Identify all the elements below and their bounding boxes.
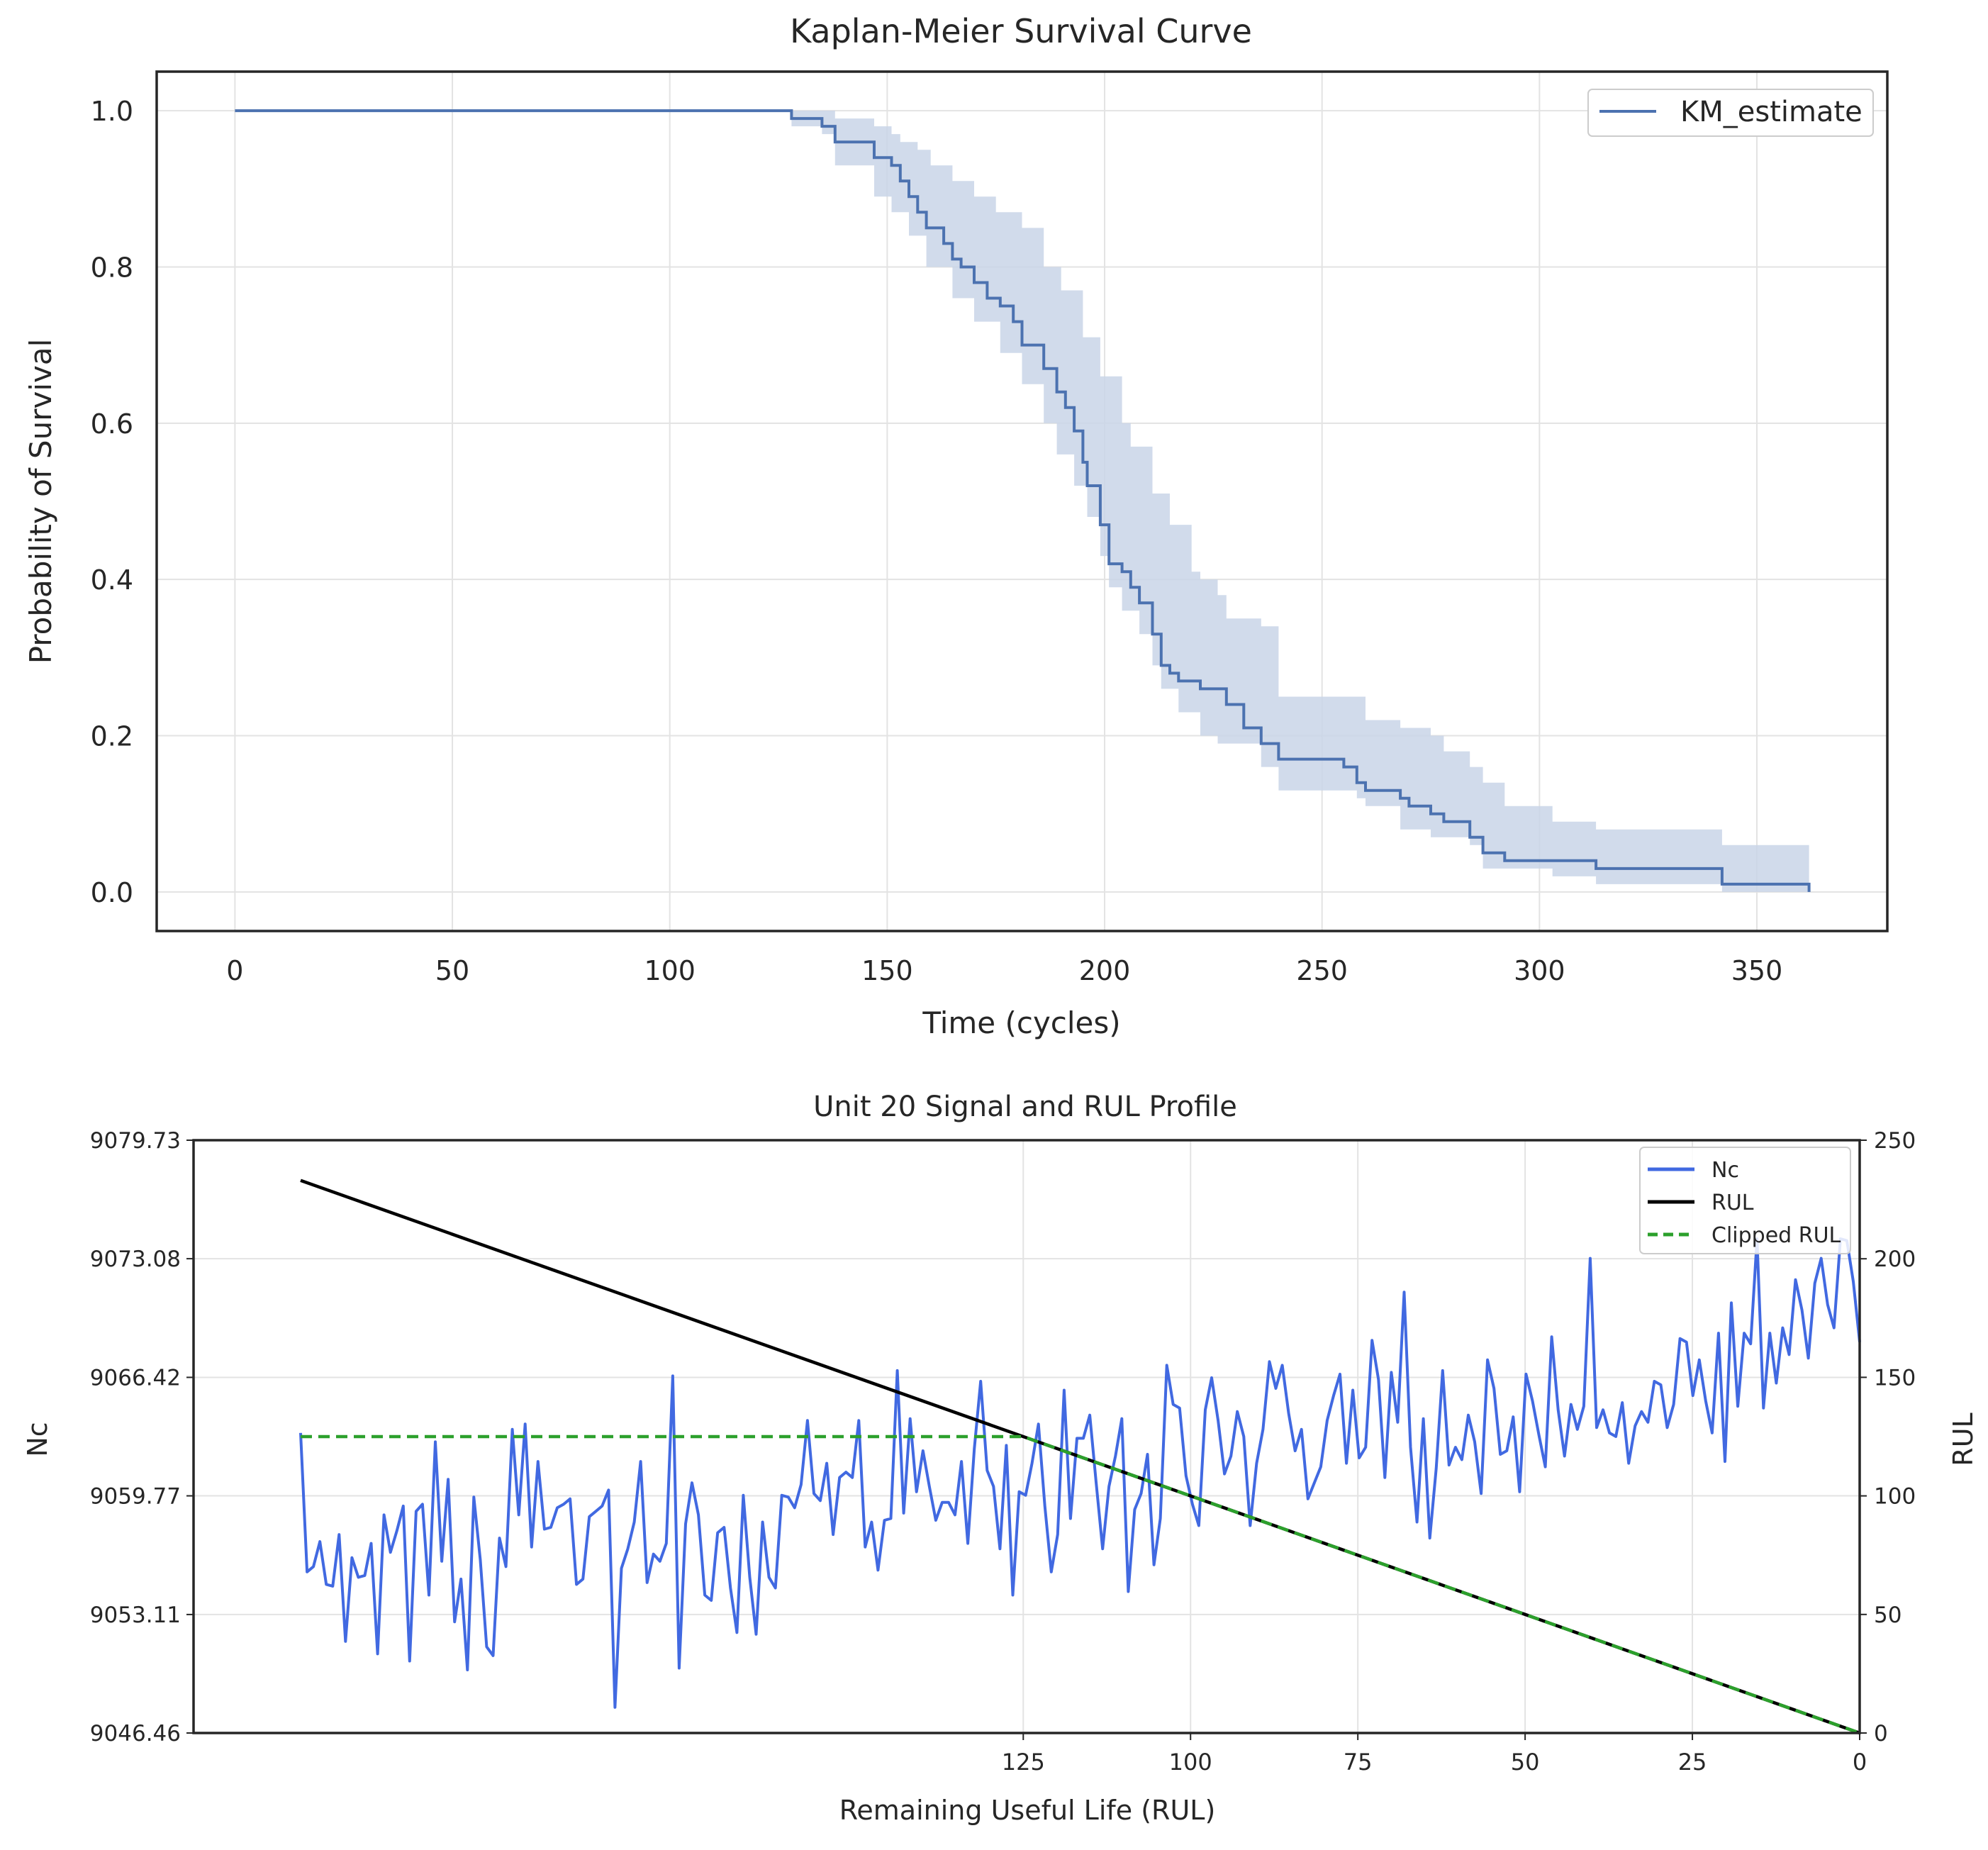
clipped-rul-line bbox=[301, 1434, 1860, 1735]
rul-x-axis-ticks: 125 100 75 50 25 0 bbox=[1002, 1733, 1867, 1776]
rul-plot-frame bbox=[192, 1139, 1861, 1734]
rul-x-tick-label: 100 bbox=[1169, 1749, 1212, 1776]
km-series bbox=[235, 109, 1811, 892]
rul-right-y-tick-label: 200 bbox=[1874, 1247, 1916, 1272]
rul-right-y-axis-ticks: 0 50 100 150 200 250 bbox=[1860, 1128, 1916, 1746]
rul-x-tick-label: 0 bbox=[1853, 1749, 1867, 1776]
rul-x-tick-label: 75 bbox=[1344, 1749, 1373, 1776]
rul-right-y-tick-label: 100 bbox=[1874, 1484, 1916, 1510]
rul-legend-label-rul: RUL bbox=[1711, 1191, 1754, 1215]
rul-y-tick-label: 9046.46 bbox=[90, 1721, 181, 1746]
km-x-axis-label: Time (cycles) bbox=[922, 1005, 1120, 1040]
km-x-tick-label: 0 bbox=[226, 955, 243, 986]
km-confidence-band bbox=[235, 111, 1809, 892]
km-legend-box bbox=[1587, 89, 1874, 137]
km-plot-frame bbox=[155, 70, 1889, 932]
km-y-axis-ticks: 0.0 0.2 0.4 0.6 0.8 1.0 bbox=[91, 96, 133, 908]
km-x-tick-label: 100 bbox=[644, 955, 696, 986]
km-chart: Kaplan-Meier Survival Curve 0 50 100 150 200… bbox=[23, 12, 1889, 1040]
km-y-tick-label: 0.0 bbox=[91, 877, 133, 908]
rul-left-y-axis-ticks: 9046.46 9053.11 9059.77 9066.42 9073.08 9079.… bbox=[90, 1128, 194, 1746]
km-legend-label: KM_estimate bbox=[1680, 96, 1863, 128]
km-x-tick-label: 300 bbox=[1514, 955, 1565, 986]
rul-x-tick-label: 50 bbox=[1511, 1749, 1540, 1776]
km-y-tick-label: 1.0 bbox=[91, 96, 133, 127]
rul-y-tick-label: 9066.42 bbox=[90, 1365, 181, 1391]
km-y-tick-label: 0.4 bbox=[91, 564, 133, 596]
rul-legend-label-clipped: Clipped RUL bbox=[1711, 1223, 1841, 1248]
rul-chart: Unit 20 Signal and RUL Profile 125 100 75 5… bbox=[22, 1091, 1979, 1826]
km-y-tick-label: 0.2 bbox=[91, 721, 133, 752]
rul-x-tick-label: 125 bbox=[1002, 1749, 1045, 1776]
km-y-tick-label: 0.8 bbox=[91, 252, 133, 283]
nc-signal-line bbox=[299, 1237, 1861, 1709]
rul-title: Unit 20 Signal and RUL Profile bbox=[813, 1091, 1237, 1123]
rul-right-y-tick-label: 0 bbox=[1874, 1721, 1888, 1746]
rul-right-y-tick-label: 250 bbox=[1874, 1128, 1916, 1154]
rul-legend-label-nc: Nc bbox=[1711, 1158, 1739, 1183]
rul-y-tick-label: 9079.73 bbox=[90, 1128, 181, 1154]
rul-legend: Nc RUL Clipped RUL bbox=[1639, 1147, 1851, 1254]
rul-left-y-axis-label: Nc bbox=[22, 1422, 53, 1456]
rul-x-tick-label: 25 bbox=[1678, 1749, 1707, 1776]
km-estimate-line bbox=[235, 109, 1811, 892]
km-x-axis-ticks: 0 50 100 150 200 250 300 350 bbox=[226, 955, 1782, 986]
km-x-tick-label: 200 bbox=[1079, 955, 1131, 986]
rul-y-tick-label: 9059.77 bbox=[90, 1484, 181, 1510]
km-title: Kaplan-Meier Survival Curve bbox=[790, 12, 1252, 50]
km-x-tick-label: 50 bbox=[435, 955, 469, 986]
km-legend: KM_estimate bbox=[1587, 89, 1874, 137]
km-y-axis-label: Probability of Survival bbox=[23, 339, 58, 664]
rul-y-tick-label: 9053.11 bbox=[90, 1603, 181, 1628]
rul-legend-box bbox=[1639, 1147, 1851, 1254]
rul-right-y-tick-label: 50 bbox=[1874, 1603, 1902, 1628]
rul-series bbox=[299, 1178, 1861, 1735]
rul-y-tick-label: 9073.08 bbox=[90, 1247, 181, 1272]
km-grid bbox=[157, 72, 1887, 931]
km-x-tick-label: 350 bbox=[1731, 955, 1783, 986]
rul-right-y-axis-label: RUL bbox=[1948, 1412, 1979, 1466]
km-x-tick-label: 150 bbox=[861, 955, 913, 986]
rul-x-axis-label: Remaining Useful Life (RUL) bbox=[839, 1795, 1216, 1826]
km-ci-band bbox=[235, 111, 1809, 892]
km-y-tick-label: 0.6 bbox=[91, 408, 133, 440]
rul-right-y-tick-label: 150 bbox=[1874, 1365, 1916, 1391]
km-x-tick-label: 250 bbox=[1296, 955, 1348, 986]
